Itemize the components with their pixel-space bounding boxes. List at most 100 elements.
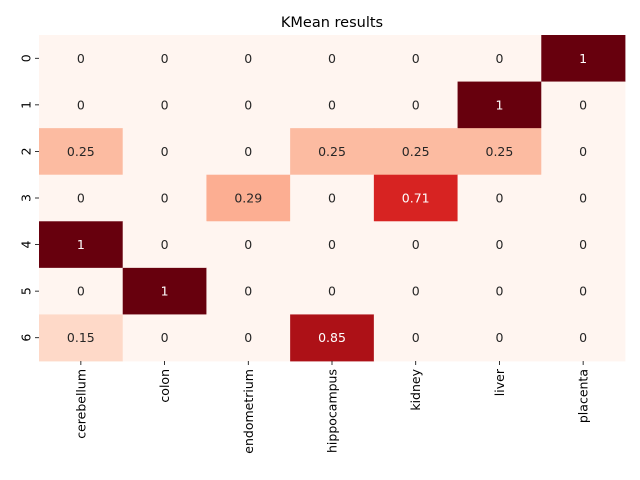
- cell-value-label: 0: [244, 144, 252, 159]
- heatmap-cell: [541, 128, 626, 176]
- y-tick-label: 0: [19, 54, 34, 62]
- heatmap-cell: [39, 267, 124, 315]
- cell-value-label: 1: [495, 97, 503, 112]
- cell-value-label: 1: [77, 237, 85, 252]
- heatmap-cell: [290, 81, 375, 129]
- x-tick-label: liver: [492, 368, 507, 396]
- cell-value-label: 0: [495, 191, 503, 206]
- chart-title: KMean results: [281, 15, 383, 31]
- cell-value-label: 1: [161, 284, 169, 299]
- x-tick-label: hippocampus: [325, 369, 340, 453]
- cell-value-label: 0: [579, 330, 587, 345]
- heatmap-cell: [122, 81, 207, 129]
- y-tick-label: 2: [19, 147, 34, 155]
- x-axis: cerebellum colon endometrium hippocampus kid…: [73, 361, 591, 454]
- heatmap-cell: [541, 267, 626, 315]
- y-tick-label: 1: [19, 101, 34, 109]
- heatmap-cell: [541, 81, 626, 129]
- heatmap-cell: [206, 221, 291, 269]
- cell-value-label: 0: [244, 284, 252, 299]
- x-tick-label: kidney: [408, 368, 423, 410]
- cell-value-label: 0: [161, 97, 169, 112]
- heatmap-cell: [39, 221, 124, 269]
- heatmap-cell: [206, 267, 291, 315]
- heatmap-cell: [39, 35, 124, 82]
- y-tick-label: 6: [19, 334, 34, 342]
- y-tick-label: 4: [19, 241, 34, 249]
- heatmap-cell: [541, 314, 626, 362]
- heatmap-cell: [457, 174, 542, 222]
- heatmap-cell: [373, 221, 458, 269]
- heatmap-cell: [457, 128, 542, 176]
- heatmap-cell: [457, 81, 542, 129]
- cell-value-label: 0: [495, 330, 503, 345]
- heatmap-cell: [39, 314, 124, 362]
- cell-value-label: 0: [244, 51, 252, 66]
- heatmap-cell: [457, 267, 542, 315]
- heatmap-cell: [39, 81, 124, 129]
- cell-value-label: 0: [328, 284, 336, 299]
- cell-value-label: 0: [579, 97, 587, 112]
- heatmap-cell: [290, 128, 375, 176]
- heatmap-cell: [122, 174, 207, 222]
- heatmap-cell: [122, 221, 207, 269]
- cell-value-label: 0: [161, 330, 169, 345]
- heatmap-cell: [373, 174, 458, 222]
- cell-value-label: 0.25: [486, 144, 514, 159]
- cell-value-label: 0.15: [67, 330, 95, 345]
- cell-value-label: 0.29: [234, 191, 262, 206]
- heatmap-cell: [290, 174, 375, 222]
- cell-value-label: 0: [412, 51, 420, 66]
- heatmap-cell: [206, 174, 291, 222]
- cell-value-label: 0: [579, 144, 587, 159]
- cell-value-label: 0: [412, 97, 420, 112]
- cell-value-label: 0: [328, 97, 336, 112]
- cell-value-label: 0: [77, 284, 85, 299]
- cell-value-label: 0: [77, 51, 85, 66]
- cell-value-label: 0: [579, 237, 587, 252]
- cell-value-label: 0: [495, 237, 503, 252]
- cell-value-label: 0.25: [318, 144, 346, 159]
- y-tick-label: 3: [19, 194, 34, 202]
- cell-value-label: 0: [244, 237, 252, 252]
- cell-value-label: 0: [412, 237, 420, 252]
- cell-value-label: 1: [579, 51, 587, 66]
- heatmap-cell: [206, 128, 291, 176]
- heatmap-cell: [541, 174, 626, 222]
- heatmap-cell: [206, 314, 291, 362]
- cell-value-label: 0: [77, 191, 85, 206]
- cell-value-label: 0: [328, 237, 336, 252]
- cell-value-label: 0: [161, 237, 169, 252]
- heatmap-cell: [290, 314, 375, 362]
- cell-value-label: 0: [495, 284, 503, 299]
- heatmap-cell: [373, 267, 458, 315]
- heatmap-cell: [457, 35, 542, 82]
- heatmap-cell: [290, 35, 375, 82]
- x-tick-label: colon: [157, 369, 172, 403]
- heatmap-cell: [373, 314, 458, 362]
- heatmap-cells: [39, 35, 626, 362]
- heatmap-cell: [206, 81, 291, 129]
- x-tick-label: cerebellum: [73, 369, 88, 439]
- cell-value-label: 0.25: [402, 144, 430, 159]
- cell-value-label: 0.85: [318, 330, 346, 345]
- cell-value-label: 0.71: [402, 191, 430, 206]
- heatmap-cell: [457, 314, 542, 362]
- x-tick-label: endometrium: [241, 369, 256, 454]
- heatmap-cell: [290, 221, 375, 269]
- cell-value-label: 0: [495, 51, 503, 66]
- x-tick-label: placenta: [576, 369, 591, 423]
- cell-value-label: 0: [77, 97, 85, 112]
- cell-value-labels: 0 0 0 0 0 0 1 0 0 0 0 0 1 0 0.25 0 0 0.25 0.25 0.25 0 0 0 0.29 0…: [67, 51, 587, 345]
- cell-value-label: 0: [579, 284, 587, 299]
- cell-value-label: 0: [161, 144, 169, 159]
- heatmap-cell: [122, 35, 207, 82]
- cell-value-label: 0: [161, 191, 169, 206]
- heatmap-cell: [122, 314, 207, 362]
- heatmap-cell: [373, 128, 458, 176]
- heatmap-cell: [457, 221, 542, 269]
- cell-value-label: 0: [328, 191, 336, 206]
- cell-value-label: 0: [579, 191, 587, 206]
- heatmap-cell: [206, 35, 291, 82]
